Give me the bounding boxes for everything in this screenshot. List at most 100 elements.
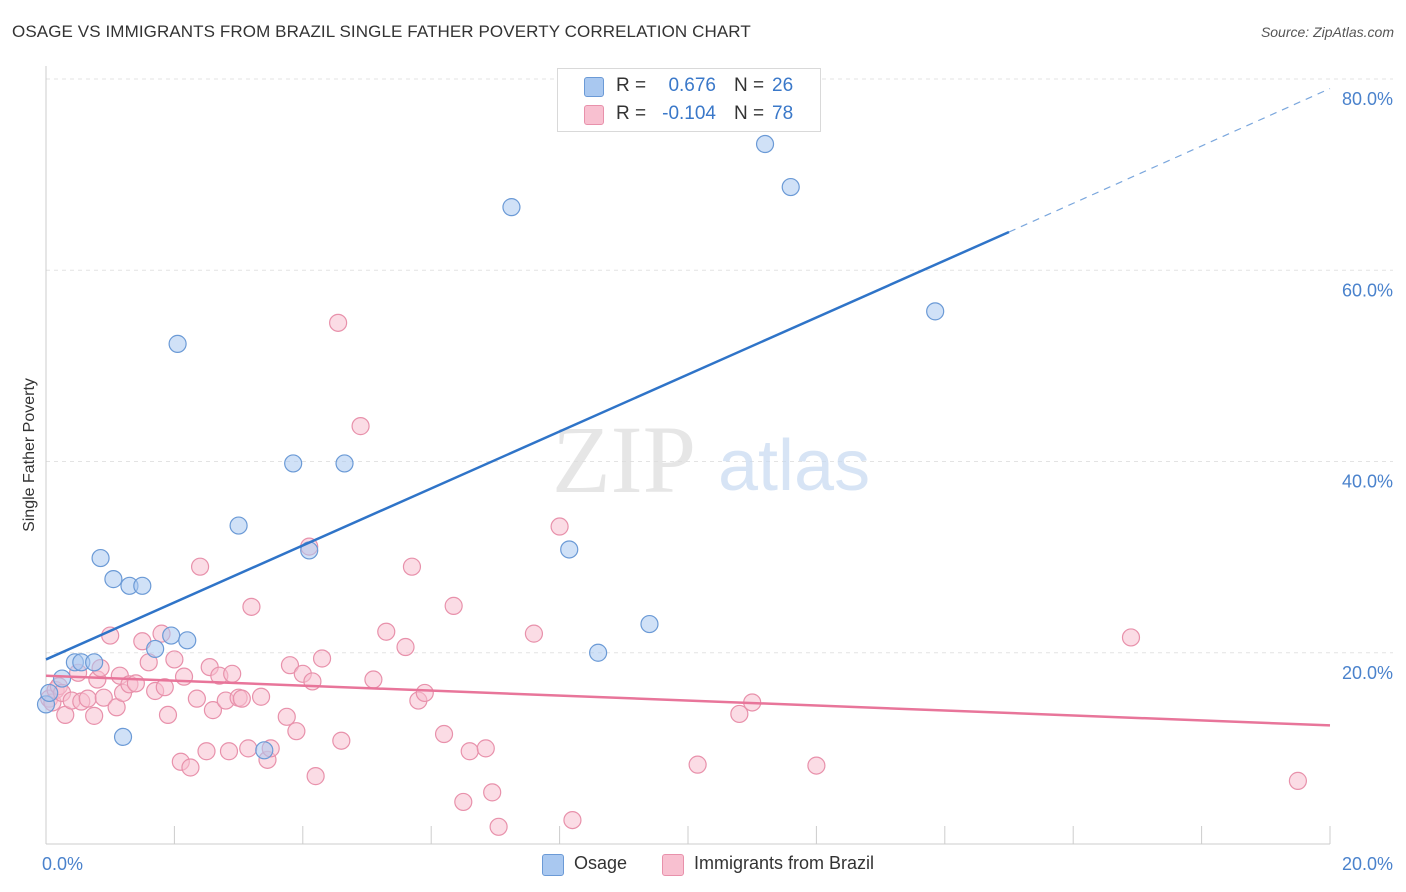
legend-r-value: 0.676: [668, 75, 716, 96]
brazil-point: [251, 687, 271, 706]
brazil-point: [280, 656, 300, 675]
brazil-point: [181, 758, 200, 777]
watermark: ZIP atlas: [552, 406, 870, 513]
osage-point: [560, 540, 579, 559]
brazil-point: [187, 689, 206, 708]
legend-r-label: R =: [616, 103, 647, 124]
osage-trend-extension: [1008, 88, 1331, 233]
legend-row-brazil: R = -0.104 N = 78: [558, 99, 820, 129]
series-legend: Osage Immigrants from Brazil: [0, 852, 1406, 878]
y-tick-label: 80.0%: [1342, 89, 1393, 109]
osage-point: [755, 134, 775, 154]
brazil-point: [239, 739, 258, 758]
brazil-point: [85, 706, 104, 725]
brazil-point: [232, 689, 251, 708]
brazil-point: [219, 742, 239, 761]
brazil-point: [277, 707, 296, 726]
brazil-point: [203, 701, 223, 720]
osage-point: [640, 614, 659, 634]
osage-point: [104, 570, 123, 589]
axes: [45, 66, 1331, 845]
legend-label-osage: Osage: [574, 853, 628, 873]
legend-n-label: N =: [734, 103, 765, 124]
trend-lines: [45, 88, 1331, 727]
osage-point: [229, 516, 248, 535]
legend-swatch-brazil: [662, 854, 684, 876]
brazil-point: [126, 674, 145, 693]
legend-swatch-osage: [542, 854, 564, 876]
chart-title: OSAGE VS IMMIGRANTS FROM BRAZIL SINGLE F…: [12, 22, 751, 41]
gridlines: [46, 78, 1393, 654]
legend-n-value: 26: [772, 75, 794, 96]
osage-point: [40, 683, 59, 703]
legend-label-brazil: Immigrants from Brazil: [694, 853, 875, 873]
osage-point: [168, 334, 187, 353]
brazil-point: [174, 667, 194, 686]
brazil-point: [197, 742, 216, 761]
correlation-legend: R = 0.676 N = 26 R = -0.104 N = 78: [557, 68, 821, 132]
osage-point: [502, 198, 521, 217]
legend-swatch-brazil: [584, 105, 604, 125]
brazil-point: [688, 755, 707, 774]
brazil-point: [1121, 628, 1141, 647]
brazil-point: [158, 705, 178, 725]
legend-n-label: N =: [734, 75, 765, 96]
tick-labels: 20.0% 40.0% 60.0% 80.0% 0.0% 20.0%: [42, 89, 1393, 874]
brazil-point: [444, 596, 463, 615]
osage-point: [335, 454, 354, 473]
brazil-point: [329, 313, 348, 332]
brazil-point: [242, 597, 261, 616]
osage-point: [91, 548, 110, 568]
legend-r-value: -0.104: [662, 103, 716, 124]
y-axis-label: Single Father Poverty: [21, 378, 38, 532]
series-brazil-points: [40, 313, 1308, 836]
osage-point: [133, 576, 152, 595]
osage-point: [85, 653, 104, 672]
brazil-point: [476, 739, 495, 758]
brazil-point: [807, 756, 826, 775]
brazil-point: [524, 624, 544, 643]
brazil-point: [563, 810, 582, 830]
legend-r-label: R =: [616, 75, 647, 96]
brazil-point: [223, 664, 242, 683]
brazil-point: [730, 704, 749, 724]
osage-point: [589, 643, 608, 662]
brazil-point: [402, 557, 422, 576]
brazil-point: [332, 731, 351, 750]
legend-row-osage: R = 0.676 N = 26: [558, 71, 820, 101]
y-tick-label: 40.0%: [1342, 472, 1393, 492]
osage-point: [926, 302, 945, 321]
brazil-point: [460, 742, 479, 761]
brazil-point: [483, 783, 502, 802]
watermark-zip: ZIP: [552, 406, 696, 513]
brazil-point: [396, 637, 415, 657]
osage-point: [255, 741, 274, 760]
osage-point: [52, 669, 72, 688]
x-tick-label-max: 20.0%: [1342, 854, 1393, 874]
brazil-point: [155, 678, 174, 697]
source-credit: Source: ZipAtlas.com: [1260, 24, 1394, 40]
osage-point: [162, 626, 181, 645]
osage-point: [113, 727, 133, 747]
legend-swatch-osage: [584, 77, 604, 97]
series-osage-points: [36, 134, 945, 760]
brazil-point: [94, 688, 113, 707]
osage-trend-line: [45, 230, 1010, 661]
brazil-point: [377, 622, 396, 641]
legend-n-value: 78: [772, 103, 794, 124]
brazil-point: [351, 417, 370, 436]
osage-point: [781, 177, 800, 197]
brazil-point: [312, 649, 332, 668]
y-tick-label: 20.0%: [1342, 663, 1393, 683]
brazil-point: [415, 683, 434, 703]
osage-point: [146, 639, 165, 659]
brazil-point: [190, 557, 210, 576]
watermark-atlas: atlas: [718, 426, 870, 506]
brazil-trend-line: [45, 674, 1331, 727]
osage-point: [178, 631, 197, 650]
brazil-point: [454, 792, 473, 812]
brazil-point: [550, 517, 569, 536]
brazil-point: [489, 817, 508, 836]
osage-point: [284, 454, 303, 473]
